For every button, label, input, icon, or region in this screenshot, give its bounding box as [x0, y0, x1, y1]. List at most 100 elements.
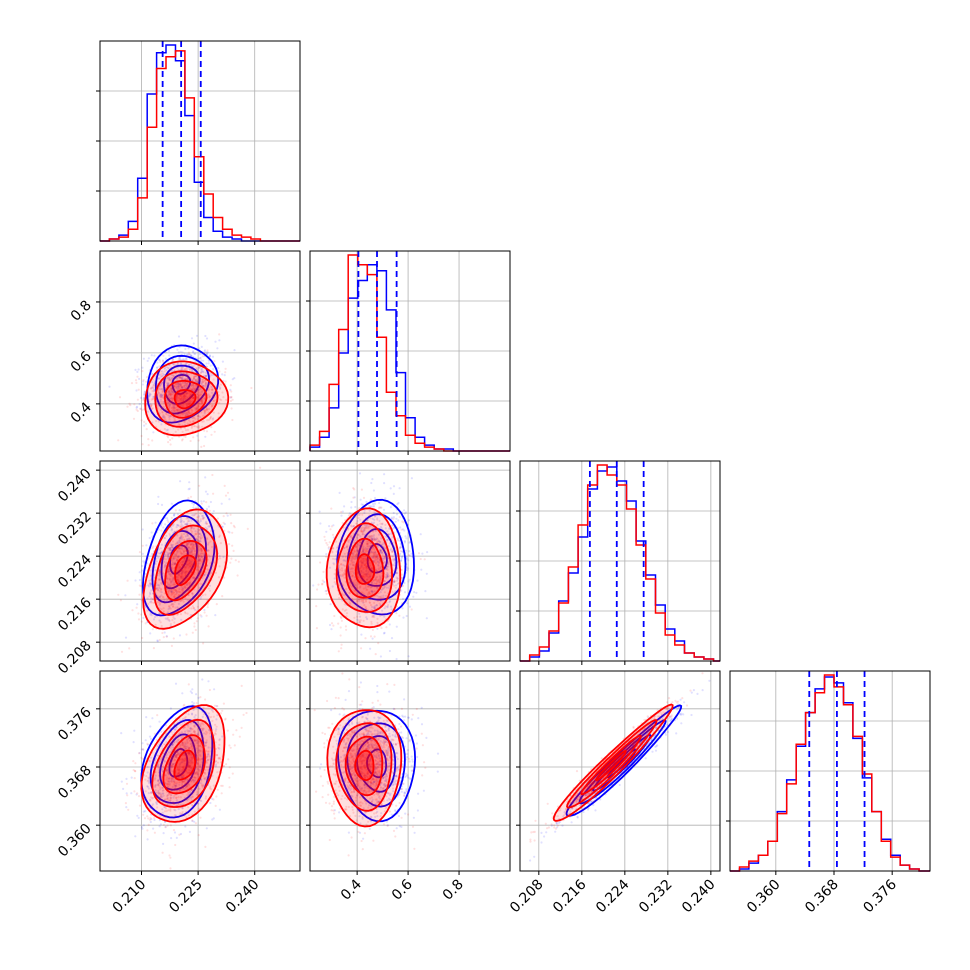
scatter-point: [378, 540, 381, 543]
scatter-point: [361, 532, 364, 536]
scatter-point: [369, 635, 373, 638]
scatter-point: [184, 586, 187, 589]
scatter-point: [138, 551, 141, 554]
scatter-point: [391, 545, 395, 548]
scatter-point: [375, 543, 378, 547]
scatter-point: [161, 795, 164, 799]
scatter-point: [180, 412, 183, 415]
scatter-point: [395, 572, 398, 575]
scatter-point: [206, 419, 209, 422]
scatter-point: [189, 742, 192, 746]
scatter-point: [401, 597, 405, 600]
scatter-point: [356, 571, 359, 575]
scatter-point: [380, 595, 383, 598]
scatter-point: [401, 585, 404, 588]
scatter-point: [198, 559, 201, 563]
scatter-point: [160, 388, 163, 391]
scatter-point: [163, 631, 166, 634]
scatter-point: [362, 566, 365, 569]
scatter-point: [184, 396, 187, 399]
scatter-point: [135, 606, 138, 609]
scatter-point: [180, 586, 183, 589]
scatter-point: [384, 547, 387, 550]
scatter-point: [316, 588, 319, 591]
scatter-point: [350, 534, 353, 538]
scatter-point: [382, 508, 386, 511]
scatter-point: [172, 556, 175, 560]
scatter-point: [168, 532, 171, 535]
scatter-point: [152, 390, 155, 393]
scatter-point: [172, 583, 175, 587]
scatter-point: [228, 498, 231, 501]
scatter-point: [178, 593, 181, 597]
scatter-point: [182, 600, 185, 603]
scatter-point: [181, 402, 184, 405]
scatter-point: [178, 355, 181, 358]
scatter-point: [407, 559, 410, 562]
scatter-point: [369, 586, 372, 589]
scatter-point: [198, 399, 201, 402]
scatter-point: [169, 369, 172, 372]
scatter-point: [376, 554, 379, 557]
scatter-point: [190, 756, 194, 759]
scatter-point: [191, 713, 194, 716]
scatter-point: [199, 518, 202, 521]
scatter-point: [205, 351, 208, 354]
scatter-point: [199, 725, 202, 728]
scatter-point: [171, 374, 175, 377]
scatter-point: [399, 526, 402, 529]
scatter-point: [159, 383, 162, 386]
scatter-point: [176, 348, 179, 351]
scatter-point: [356, 520, 359, 523]
scatter-point: [205, 741, 208, 744]
scatter-point: [146, 785, 149, 788]
panel-frame: [99, 460, 301, 662]
scatter-point: [378, 566, 381, 570]
scatter-point: [147, 398, 150, 401]
scatter-point: [150, 597, 153, 600]
scatter-point: [208, 355, 212, 358]
scatter-point: [171, 568, 174, 571]
scatter-point: [400, 528, 403, 531]
scatter-point: [183, 420, 186, 423]
scatter-point: [362, 503, 365, 506]
scatter-point: [379, 541, 382, 544]
scatter-point: [358, 507, 361, 510]
scatter-point: [201, 594, 204, 597]
scatter-point: [141, 742, 144, 745]
scatter-point: [207, 587, 210, 590]
scatter-point: [151, 597, 154, 601]
scatter-point: [150, 756, 153, 759]
scatter-point: [167, 569, 170, 573]
scatter-point: [161, 595, 164, 599]
scatter-point: [184, 743, 187, 746]
scatter-point: [170, 593, 173, 597]
scatter-point: [191, 779, 194, 782]
scatter-point: [217, 390, 220, 394]
scatter-point: [205, 375, 208, 378]
scatter-point: [161, 631, 164, 635]
scatter-point: [362, 571, 365, 574]
scatter-point: [165, 561, 168, 564]
scatter-point: [374, 538, 377, 541]
scatter-point: [419, 557, 422, 561]
scatter-point: [168, 399, 171, 402]
scatter-point: [190, 526, 193, 529]
scatter-point: [192, 606, 195, 610]
scatter-point: [197, 519, 200, 522]
scatter-point: [373, 537, 376, 540]
scatter-point: [367, 559, 370, 562]
scatter-point: [200, 391, 203, 394]
scatter-point: [367, 585, 370, 589]
scatter-point: [184, 575, 187, 578]
scatter-point: [378, 519, 381, 523]
scatter-point: [151, 628, 154, 631]
scatter-point: [198, 555, 201, 558]
scatter-point: [177, 423, 180, 426]
scatter-point: [166, 577, 169, 580]
scatter-point: [183, 585, 186, 589]
scatter-point: [186, 374, 189, 377]
scatter-point: [136, 405, 139, 408]
scatter-point: [151, 397, 154, 400]
scatter-point: [158, 572, 161, 575]
